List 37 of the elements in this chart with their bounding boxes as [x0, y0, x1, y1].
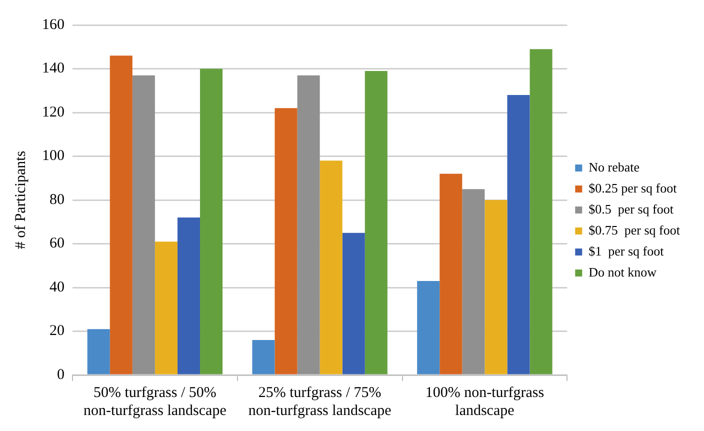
bar — [154, 242, 178, 374]
bar — [132, 75, 155, 374]
bar — [440, 174, 462, 374]
legend-label: $0.25 per sq foot — [588, 180, 678, 196]
bar — [177, 218, 200, 374]
legend-label: $0.5 per sq foot — [588, 201, 674, 216]
bar — [297, 75, 320, 374]
legend-label: $0.75 per sq foot — [588, 222, 680, 238]
y-tick-label: 120 — [42, 104, 64, 120]
x-tick-label: 25% turfgrass / 75% non-turfgrass landscape — [248, 384, 392, 419]
y-tick-label: 100 — [42, 148, 64, 164]
bar — [342, 232, 365, 374]
legend-label: $1 per sq foot — [588, 243, 664, 258]
bar — [462, 189, 485, 374]
bar — [87, 329, 110, 374]
bar — [320, 160, 342, 374]
bar — [274, 108, 298, 374]
y-tick-label: 0 — [57, 366, 64, 383]
bar — [484, 200, 508, 374]
bar — [200, 68, 223, 374]
bar — [530, 49, 552, 374]
y-tick-label: 60 — [50, 236, 64, 252]
y-tick-label: 80 — [50, 192, 64, 208]
x-tick-label: 50% turfgrass / 50% non-turfgrass landscape — [84, 384, 227, 419]
bar — [110, 56, 132, 374]
bar — [417, 280, 440, 374]
legend-label: Do not know — [588, 264, 658, 280]
bar — [252, 340, 275, 374]
y-tick-label: 140 — [42, 60, 64, 77]
bar — [507, 95, 530, 374]
legend-label: No rebate — [588, 159, 640, 174]
y-tick-label: 40 — [50, 279, 64, 296]
bar — [364, 70, 388, 374]
y-tick-label: 20 — [50, 323, 64, 340]
x-tick-label: 100% non-turfgrass landscape — [425, 384, 544, 419]
y-tick-label: 160 — [42, 16, 64, 33]
y-axis-title: # of Participants — [12, 150, 29, 250]
